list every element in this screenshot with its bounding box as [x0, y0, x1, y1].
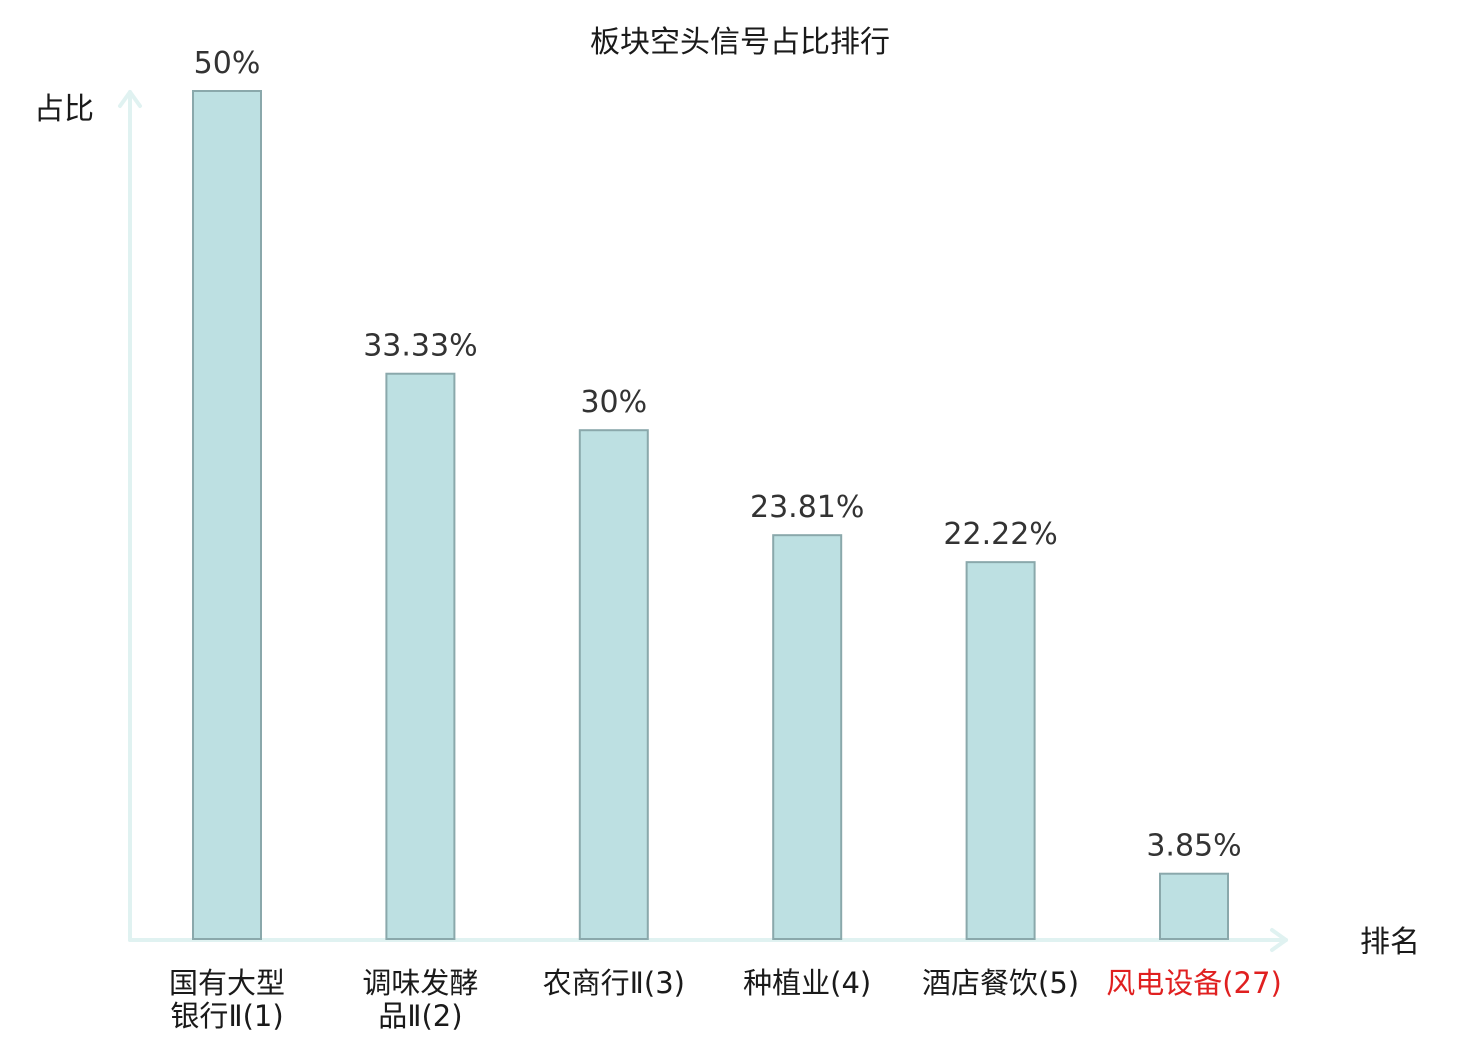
axes	[118, 90, 1288, 952]
data-label: 3.85%	[1146, 829, 1241, 864]
x-tick-label: 银行Ⅱ(1)	[170, 999, 283, 1033]
x-tick-label: 品Ⅱ(2)	[378, 999, 462, 1033]
bar	[772, 534, 843, 940]
data-label: 23.81%	[750, 490, 864, 525]
x-tick-label: 风电设备(27)	[1106, 966, 1282, 1000]
x-tick-label: 国有大型	[169, 966, 285, 1000]
value-labels-group: 50% 33.33% 30% 23.81% 22.22% 3.85%	[194, 46, 1242, 864]
y-axis-arrow	[118, 90, 142, 108]
bar	[1159, 872, 1229, 940]
bar	[385, 372, 456, 940]
data-label: 33.33%	[363, 329, 477, 364]
x-axis-label: 排名	[1360, 925, 1420, 960]
bar	[965, 561, 1036, 940]
x-tick-label: 酒店餐饮(5)	[922, 966, 1079, 1000]
data-label: 50%	[194, 46, 261, 81]
x-tick-label: 种植业(4)	[743, 966, 871, 1000]
y-axis-label: 占比	[34, 92, 94, 127]
x-tick-label: 调味发酵	[362, 966, 478, 1000]
data-label: 22.22%	[943, 517, 1057, 552]
bar	[578, 429, 649, 940]
x-axis-arrow	[1270, 928, 1288, 952]
bar	[192, 90, 262, 940]
x-tick-label: 农商行Ⅱ(3)	[543, 966, 685, 1000]
data-label: 30%	[580, 385, 647, 420]
chart-title: 板块空头信号占比排行	[590, 25, 890, 60]
bars-group	[192, 90, 1229, 940]
